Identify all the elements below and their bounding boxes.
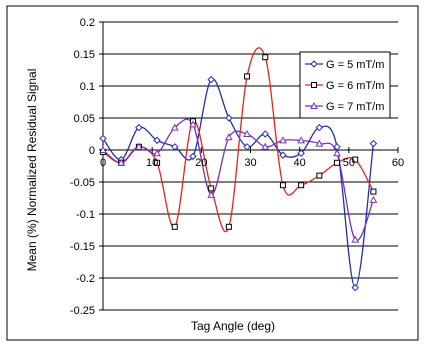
data-point-series-3 [170,123,179,131]
data-point-series-2 [225,223,232,230]
y-tick-label: 0.2 [80,17,95,29]
legend: G = 5 mT/m G = 6 mT/m G = 7 mT/m [299,51,391,119]
data-point-series-1 [225,114,233,122]
data-point-series-1 [135,123,143,132]
x-tick-label: 60 [392,157,404,169]
y-tick-label: -0.05 [70,177,95,189]
axes [99,21,399,311]
legend-label: G = 5 mT/m [326,59,384,71]
data-point-series-1 [351,283,359,292]
legend-label: G = 7 mT/m [326,101,384,113]
data-point-series-2 [334,159,341,166]
data-point-series-3 [225,133,233,141]
y-tick-label: -0.25 [70,305,95,317]
data-point-series-3 [351,235,360,243]
data-point-series-1 [261,130,269,138]
y-tick-label: 0 [89,145,95,157]
tick-labels: 0.2 0.15 0.1 0.05 0 -0.05 -0.1 -0.15 -0.2 -0.25 0 1… [70,17,404,317]
data-point-series-1 [153,136,161,145]
data-point-series-3 [279,136,287,144]
y-tick-label: 0.15 [74,49,95,61]
data-point-series-1 [207,75,215,84]
data-point-series-2 [171,223,178,230]
data-point-series-2 [208,185,215,192]
data-point-series-3 [369,195,378,203]
legend-marker [311,82,317,88]
series-line-3 [102,118,375,242]
data-point-series-3 [189,120,197,128]
x-tick-label: 20 [195,157,207,169]
data-point-series-3 [261,142,270,150]
data-point-series-3 [99,145,107,153]
data-point-series-3 [117,158,126,166]
data-point-series-3 [315,139,324,147]
data-point-series-2 [316,172,323,179]
x-tick-label: 40 [294,157,306,169]
y-tick-label: 0.1 [80,81,95,93]
data-point-series-1 [171,143,179,151]
data-point-series-1 [279,151,287,159]
data-point-series-1 [369,139,378,148]
legend-marker [310,60,318,68]
y-tick-label: -0.15 [70,241,95,253]
data-point-series-3 [207,190,216,198]
data-point-series-1 [297,149,305,157]
y-tick-label: -0.2 [76,273,95,285]
x-tick-label: 0 [100,157,106,169]
data-point-series-3 [243,129,251,137]
data-point-series-2 [298,182,305,189]
markers-group [99,54,378,292]
data-point-series-3 [135,142,143,150]
y-tick-label: 0.05 [74,113,95,125]
data-point-series-2 [154,159,161,166]
data-point-series-1 [243,143,251,151]
y-tick-label: -0.1 [76,209,95,221]
legend-label: G = 6 mT/m [326,80,384,92]
data-point-series-2 [370,188,377,195]
data-point-series-1 [315,123,324,132]
legend-marker [310,101,318,109]
data-point-series-3 [333,149,341,157]
x-tick-label: 50 [343,157,355,169]
x-axis-title: Tag Angle (deg) [191,319,275,333]
data-point-series-1 [189,152,197,161]
y-axis-title: Mean (%) Normalized Residual Signal [25,69,39,272]
x-tick-label: 10 [146,157,158,169]
data-point-series-1 [99,134,107,143]
data-point-series-2 [352,156,359,163]
x-tick-label: 30 [244,157,256,169]
data-point-series-2 [244,73,251,80]
data-point-series-3 [297,136,305,144]
data-point-series-2 [262,54,269,61]
data-point-series-2 [279,182,286,189]
data-point-series-3 [153,149,161,157]
